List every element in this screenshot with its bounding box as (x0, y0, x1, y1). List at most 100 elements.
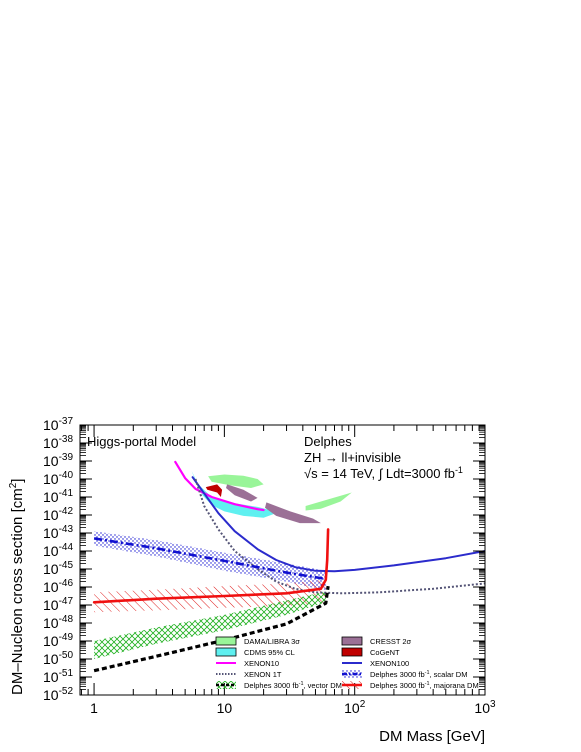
y-tick-label-base: 10 (43, 435, 59, 451)
y-tick-label: 10-45 (43, 560, 73, 577)
y-tick-label-sup: -41 (59, 488, 74, 499)
limit-curves (92, 460, 485, 673)
legend-label-text: Delphes 3000 fb (244, 681, 299, 690)
region-cresst-2--3 (226, 484, 258, 502)
y-tick-label: 10-47 (43, 596, 73, 613)
energy-annotation: √s = 14 TeV, ∫ Ldt=3000 fb-1 (304, 465, 463, 481)
energy-annotation-text: √s = 14 TeV, ∫ Ldt=3000 fb (304, 466, 455, 481)
series-line-0 (174, 460, 265, 512)
y-tick-label-base: 10 (43, 579, 59, 595)
y-tick-label-base: 10 (43, 489, 59, 505)
y-tick-label-sup: -47 (59, 596, 74, 607)
x-tick-label-base: 10 (474, 700, 490, 716)
region-cdms-95-cl-2 (191, 470, 279, 518)
y-tick-label-base: 10 (43, 471, 59, 487)
y-tick-label-sup: -52 (59, 686, 74, 697)
y-tick-label: 10-42 (43, 506, 73, 523)
legend-item-5: XENON100 (342, 659, 409, 668)
y-tick-label-base: 10 (43, 687, 59, 703)
region-cresst-2--4 (265, 502, 321, 524)
y-tick-label-base: 10 (43, 507, 59, 523)
legend-label-suffix: , vector DM (304, 681, 342, 690)
legend-swatch (215, 636, 237, 646)
y-tick-label: 10-52 (43, 686, 73, 703)
legend-item-2: CDMS 95% CL (215, 647, 295, 657)
legend: DAMA/LIBRA 3σ CRESST 2σ CDMS 95% CL CoGeNT X… (215, 636, 479, 690)
y-axis-title-text: DM–Nucleon cross section [cm (9, 488, 26, 695)
y-tick-label: 10-41 (43, 488, 73, 505)
legend-label-text: CoGeNT (370, 648, 400, 657)
x-tick-label-base: 10 (344, 700, 360, 716)
y-axis-title: DM–Nucleon cross section [cm2] (8, 479, 26, 695)
legend-label: CoGeNT (370, 648, 400, 657)
legend-item-4: XENON10 (216, 659, 279, 668)
y-tick-label-base: 10 (43, 633, 59, 649)
y-tick-label-sup: -46 (59, 578, 74, 589)
legend-item-0: DAMA/LIBRA 3σ (215, 636, 300, 646)
legend-label-text: CDMS 95% CL (244, 648, 295, 657)
plot-frame (79, 424, 486, 696)
legend-label-text: XENON100 (370, 659, 409, 668)
x-tick-label: 1 (90, 700, 98, 716)
y-tick-label-sup: -51 (59, 668, 74, 679)
axes: 1 10 102 10310-3710-3810-3910-4010-4110-421… (43, 416, 496, 716)
y-tick-label: 10-43 (43, 524, 73, 541)
y-tick-label-base: 10 (43, 651, 59, 667)
series-line-2 (194, 478, 485, 595)
y-tick-label-base: 10 (43, 597, 59, 613)
legend-swatch (341, 647, 363, 657)
legend-label: DAMA/LIBRA 3σ (244, 637, 300, 646)
y-tick-label-sup: -50 (59, 650, 74, 661)
legend-label-suffix: , majorana DM (430, 681, 479, 690)
x-tick-label-sup: 2 (360, 699, 366, 710)
legend-label-sup: -1 (425, 670, 430, 676)
region-dama-libra-3--0 (208, 474, 264, 488)
series-line-3 (93, 537, 327, 581)
region-cogent-5 (205, 484, 223, 497)
delphes-annotation: Delphes (304, 434, 352, 449)
y-tick-label-sup: -40 (59, 470, 74, 481)
y-tick-label: 10-38 (43, 434, 73, 451)
y-tick-label-base: 10 (43, 561, 59, 577)
y-tick-label-sup: -45 (59, 560, 74, 571)
y-tick-label-base: 10 (43, 453, 59, 469)
x-tick-label-sup: 3 (490, 699, 496, 710)
legend-label: CDMS 95% CL (244, 648, 295, 657)
y-tick-label-sup: -39 (59, 452, 74, 463)
legend-item-6: XENON 1T (216, 670, 282, 679)
y-tick-label: 10-51 (43, 668, 73, 685)
x-tick-label-base: 10 (217, 700, 233, 716)
legend-item-1: CRESST 2σ (341, 636, 412, 646)
y-tick-label: 10-46 (43, 578, 73, 595)
y-tick-label-base: 10 (43, 525, 59, 541)
legend-label-suffix: , scalar DM (430, 670, 468, 679)
legend-label: XENON10 (244, 659, 279, 668)
legend-item-3: CoGeNT (341, 647, 400, 657)
y-tick-label-sup: -42 (59, 506, 74, 517)
legend-label-sup: -1 (299, 681, 304, 687)
legend-label-text: DAMA/LIBRA 3σ (244, 637, 300, 646)
x-tick-label-base: 1 (90, 700, 98, 716)
legend-label: Delphes 3000 fb-1, vector DM (244, 681, 342, 690)
legend-label-sup: -1 (425, 681, 430, 687)
legend-swatch (341, 636, 363, 646)
y-tick-label-sup: -38 (59, 434, 74, 445)
series-line-1 (191, 476, 485, 573)
legend-label-text: CRESST 2σ (370, 637, 412, 646)
y-tick-label-base: 10 (43, 417, 59, 433)
legend-label-text: Delphes 3000 fb (370, 681, 425, 690)
legend-label: XENON 1T (244, 670, 282, 679)
region-delphes-3000-fb-1-vector-dm-band-8 (94, 591, 326, 659)
legend-item-7: Delphes 3000 fb-1, scalar DM (342, 670, 467, 679)
plot-frame-background (80, 425, 485, 695)
y-tick-label-base: 10 (43, 669, 59, 685)
legend-label: XENON100 (370, 659, 409, 668)
region-dama-libra-3--1 (305, 492, 352, 511)
legend-band (342, 670, 362, 678)
y-tick-label-sup: -43 (59, 524, 74, 535)
x-axis-title: DM Mass [GeV] (379, 728, 485, 745)
legend-label: CRESST 2σ (370, 637, 412, 646)
y-tick-label: 10-40 (43, 470, 73, 487)
legend-label: Delphes 3000 fb-1, majorana DM (370, 681, 479, 690)
